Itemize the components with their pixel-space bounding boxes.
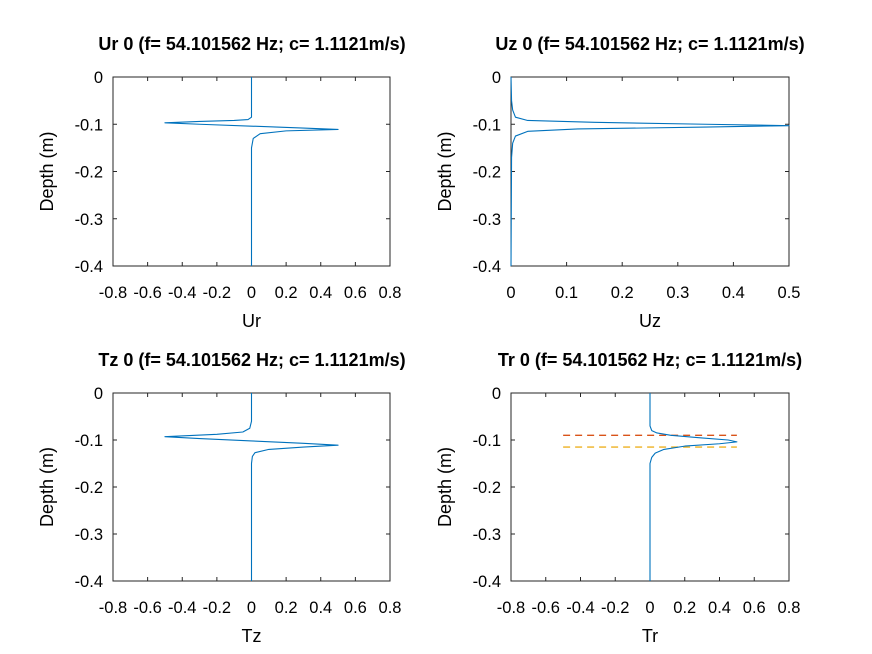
subplot-2: Uz 0 (f= 54.101562 Hz; c= 1.1121m/s) 0 -0.… [435,34,805,331]
x-tick-label: 0.6 [344,284,367,302]
x-tick-label: 0.4 [722,284,745,302]
chart-title: Tz 0 (f= 54.101562 Hz; c= 1.1121m/s) [98,350,405,370]
x-tick-label: 0.8 [778,599,801,617]
x-tick-label: 0.2 [275,599,298,617]
y-tick-label: -0.2 [75,479,103,497]
series-line [164,77,339,266]
y-tick-label: 0 [94,385,103,403]
x-tick-label: 0 [247,599,256,617]
series-line [510,76,790,267]
y-tick-label: -0.4 [75,258,103,276]
x-tick-label: -0.8 [497,599,525,617]
x-tick-label: 0 [247,284,256,302]
x-axis-label: Tr [642,626,658,646]
y-tick-label: -0.3 [473,211,501,229]
x-tick-label: 0.4 [708,599,731,617]
x-tick-label: 0 [645,599,654,617]
subplot-1: Ur 0 (f= 54.101562 Hz; c= 1.1121m/s) 0 -0.… [37,34,406,331]
y-tick-label: -0.1 [75,116,103,134]
x-tick-label: 0.3 [666,284,689,302]
y-tick-label: 0 [94,69,103,87]
chart-title: Uz 0 (f= 54.101562 Hz; c= 1.1121m/s) [495,34,804,54]
x-tick-label: -0.6 [133,284,161,302]
y-axis-label: Depth (m) [37,447,57,527]
x-tick-label: 0.4 [309,284,332,302]
axes-box [510,76,790,267]
y-axis-label: Depth (m) [37,131,57,211]
y-axis-label: Depth (m) [435,447,455,527]
subplot-4: Tr 0 (f= 54.101562 Hz; c= 1.1121m/s) 0 -0.… [435,350,802,646]
x-tick-label: -0.6 [133,599,161,617]
x-tick-label: 0.2 [611,284,634,302]
y-tick-label: 0 [492,385,501,403]
x-tick-label: 0.4 [309,599,332,617]
x-tick-label: -0.4 [168,284,196,302]
series-line [164,393,339,581]
y-tick-label: -0.2 [473,164,501,182]
subplot-3: Tz 0 (f= 54.101562 Hz; c= 1.1121m/s) 0 -0.… [37,350,406,646]
x-axis-label: Ur [242,311,261,331]
y-tick-label: -0.2 [473,479,501,497]
x-tick-label: -0.2 [203,599,231,617]
y-tick-label: -0.4 [473,258,501,276]
x-tick-label: 0.6 [344,599,367,617]
x-tick-label: -0.4 [566,599,594,617]
chart-title: Tr 0 (f= 54.101562 Hz; c= 1.1121m/s) [498,350,802,370]
chart-title: Ur 0 (f= 54.101562 Hz; c= 1.1121m/s) [98,34,405,54]
x-tick-label: 0.5 [778,284,801,302]
x-tick-label: -0.8 [99,284,127,302]
x-tick-label: 0.2 [275,284,298,302]
x-tick-label: -0.4 [168,599,196,617]
x-axis-label: Uz [639,311,661,331]
x-tick-label: -0.8 [99,599,127,617]
y-tick-label: -0.1 [473,432,501,450]
y-tick-label: -0.3 [75,211,103,229]
x-tick-label: 0.6 [743,599,766,617]
x-tick-label: -0.2 [601,599,629,617]
y-tick-label: -0.3 [473,526,501,544]
y-axis-label: Depth (m) [435,131,455,211]
y-tick-label: -0.1 [473,116,501,134]
x-tick-label: 0.2 [673,599,696,617]
x-tick-label: -0.6 [532,599,560,617]
x-axis-label: Tz [242,626,262,646]
x-tick-label: 0 [506,284,515,302]
y-tick-label: -0.3 [75,526,103,544]
y-tick-label: -0.1 [75,432,103,450]
y-tick-label: 0 [492,69,501,87]
x-tick-label: 0.1 [555,284,578,302]
y-tick-label: -0.4 [75,573,103,591]
series-line [649,393,738,581]
x-tick-label: 0.8 [379,284,402,302]
y-tick-label: -0.4 [473,573,501,591]
x-tick-label: 0.8 [379,599,402,617]
x-tick-label: -0.2 [203,284,231,302]
y-tick-label: -0.2 [75,164,103,182]
